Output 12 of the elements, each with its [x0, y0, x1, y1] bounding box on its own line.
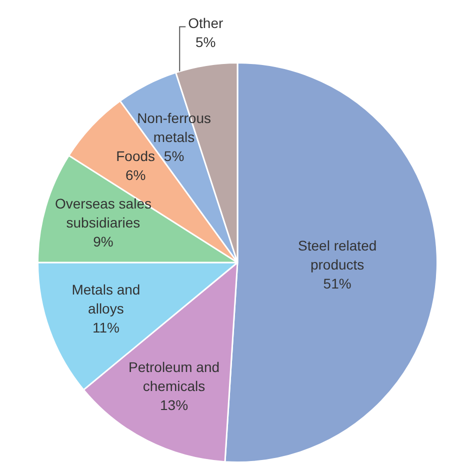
- data-label: 51%: [323, 275, 352, 292]
- data-label: 11%: [92, 320, 120, 336]
- data-label: 9%: [93, 233, 114, 250]
- data-label: 13%: [160, 396, 188, 413]
- data-label: 6%: [125, 167, 146, 184]
- slice-label: Foods: [116, 148, 156, 164]
- slice-label: Metals and alloys: [72, 282, 140, 317]
- data-label: 5%: [196, 34, 216, 50]
- slice-label: Steel related products: [298, 237, 377, 272]
- slice-label: Other: [188, 15, 224, 32]
- slice-label: Petroleum and chemicals: [128, 358, 220, 394]
- data-label: 5%: [164, 148, 184, 164]
